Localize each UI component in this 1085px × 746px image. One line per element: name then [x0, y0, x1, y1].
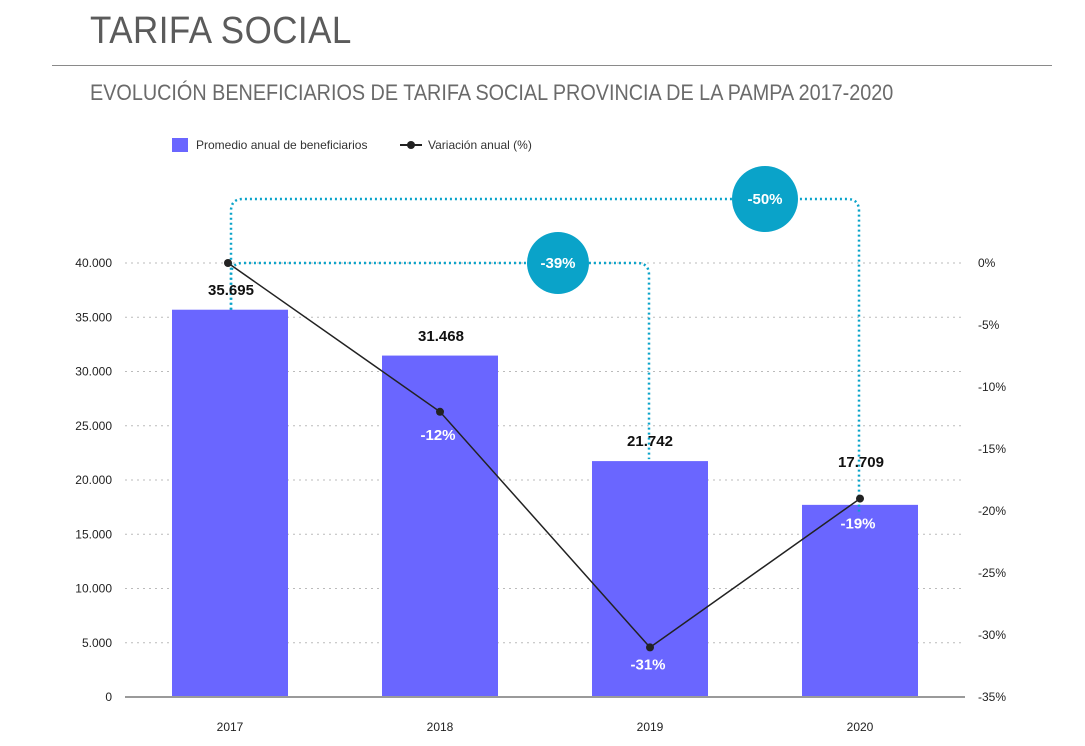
- bar-2017: [172, 309, 288, 697]
- comparison-bubble: [527, 232, 589, 294]
- bar-value-label: 17.709: [838, 454, 884, 471]
- variation-point-2019: [646, 643, 654, 652]
- variation-line: [227, 262, 861, 649]
- y-left-tick-label: 10.000: [75, 582, 112, 596]
- page-title: TARIFA SOCIAL: [90, 10, 352, 52]
- x-tick-label: 2017: [217, 720, 244, 734]
- comparison-label: -50%: [747, 191, 782, 208]
- y-left-tick-label: 25.000: [75, 419, 112, 433]
- x-tick-label: 2020: [847, 720, 874, 734]
- y-left-tick-label: 15.000: [75, 527, 112, 541]
- variation-value-label: -19%: [840, 516, 875, 533]
- variation-point-2017: [224, 259, 232, 267]
- title-divider: [52, 65, 1052, 66]
- x-tick-label: 2018: [427, 720, 454, 734]
- y-left-tick-label: 40.000: [75, 256, 112, 270]
- y-right-tick-label: -20%: [978, 504, 1006, 518]
- y-left-tick-label: 30.000: [75, 365, 112, 379]
- y-right-tick-label: -15%: [978, 442, 1006, 456]
- y-left-tick-label: 35.000: [75, 310, 112, 324]
- variation-point-2018: [436, 407, 444, 416]
- legend-line-marker: [400, 141, 422, 149]
- x-tick-label: 2019: [637, 720, 664, 734]
- y-right-tick-label: -25%: [978, 566, 1006, 580]
- y-right-tick-label: -30%: [978, 628, 1006, 642]
- y-right-tick-label: -35%: [978, 690, 1006, 704]
- comparison-connector: [229, 261, 651, 460]
- bar-value-label: 21.742: [627, 433, 673, 450]
- bar-value-label: 31.468: [418, 328, 464, 345]
- chart-subtitle: EVOLUCIÓN BENEFICIARIOS DE TARIFA SOCIAL…: [90, 80, 894, 105]
- comparison-connector: [229, 197, 861, 515]
- bar-2018: [382, 355, 498, 697]
- comparison-label: -39%: [540, 255, 575, 272]
- y-right-tick-label: 0%: [978, 256, 996, 270]
- comparison-bubble: [732, 166, 798, 232]
- legend-bar-swatch: [172, 138, 188, 152]
- legend-line-label: Variación anual (%): [428, 138, 532, 152]
- y-right-tick-label: -10%: [978, 380, 1006, 394]
- legend-item-bars: Promedio anual de beneficiarios: [172, 138, 367, 152]
- variation-value-label: -31%: [630, 656, 665, 673]
- y-left-tick-label: 0: [105, 690, 112, 704]
- bar-2020: [802, 504, 918, 697]
- y-left-tick-label: 5.000: [82, 636, 112, 650]
- variation-value-label: -12%: [420, 427, 455, 444]
- bar-2019: [592, 461, 708, 697]
- legend-bar-label: Promedio anual de beneficiarios: [196, 138, 368, 152]
- legend-item-line: Variación anual (%): [400, 138, 532, 152]
- bar-value-label: 35.695: [208, 282, 254, 299]
- variation-point-2020: [856, 494, 864, 503]
- y-left-tick-label: 20.000: [75, 473, 112, 487]
- y-right-tick-label: -5%: [978, 318, 1000, 332]
